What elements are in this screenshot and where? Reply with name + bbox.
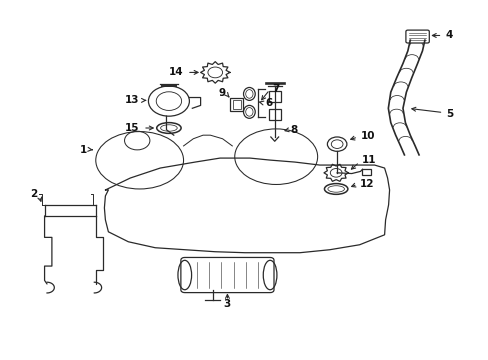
Bar xyxy=(230,98,243,111)
Text: 4: 4 xyxy=(445,31,452,40)
FancyBboxPatch shape xyxy=(405,30,428,43)
Text: 6: 6 xyxy=(264,98,272,108)
Text: 2: 2 xyxy=(30,189,37,199)
Bar xyxy=(268,109,280,120)
Bar xyxy=(361,169,370,175)
Text: 10: 10 xyxy=(360,131,374,141)
Text: 3: 3 xyxy=(224,299,231,309)
Text: 13: 13 xyxy=(124,95,139,105)
Text: 15: 15 xyxy=(125,123,140,133)
Text: 1: 1 xyxy=(80,144,87,154)
Text: 12: 12 xyxy=(359,179,373,189)
Text: 5: 5 xyxy=(445,109,452,119)
Text: 11: 11 xyxy=(361,155,375,165)
Text: 8: 8 xyxy=(290,125,298,135)
Text: 14: 14 xyxy=(168,67,183,77)
Bar xyxy=(268,91,280,102)
Text: 7: 7 xyxy=(271,84,279,94)
Text: 9: 9 xyxy=(219,88,225,98)
Bar xyxy=(232,100,240,109)
